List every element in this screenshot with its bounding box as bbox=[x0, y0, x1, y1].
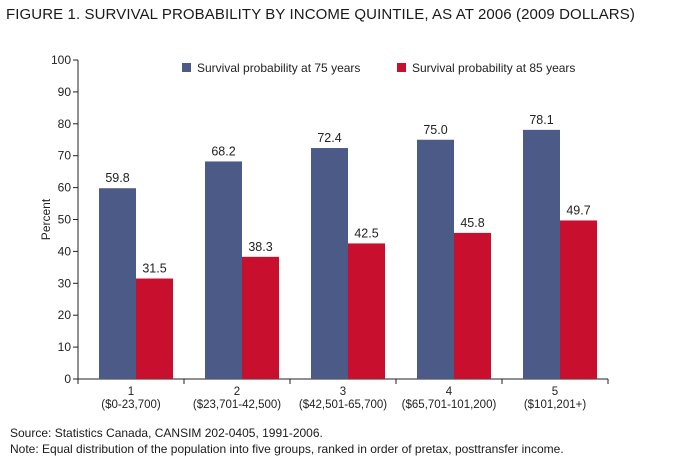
footnote: Note: Equal distribution of the populati… bbox=[10, 442, 564, 456]
bar-75-years bbox=[205, 161, 242, 379]
y-axis-label: Percent bbox=[39, 198, 53, 240]
legend-swatch bbox=[397, 63, 406, 72]
y-tick-label: 70 bbox=[58, 149, 72, 163]
x-tick-sublabel: ($23,701-42,500) bbox=[193, 399, 281, 411]
legend-label: Survival probability at 75 years bbox=[197, 61, 360, 75]
bar-85-years bbox=[136, 278, 173, 379]
data-label: 45.8 bbox=[460, 216, 484, 230]
bar-85-years bbox=[348, 243, 385, 379]
chart-bars: 59.8 68.2 72.4 75.0 78.1 31.5 38.3 42.5 45.8 49.7 bbox=[99, 113, 597, 379]
y-tick-label: 90 bbox=[58, 85, 72, 99]
y-tick-label: 0 bbox=[64, 372, 71, 386]
x-tick-label: 3 bbox=[340, 386, 346, 398]
data-label: 68.2 bbox=[211, 144, 235, 158]
data-label: 38.3 bbox=[248, 240, 272, 254]
legend-label: Survival probability at 85 years bbox=[412, 61, 575, 75]
y-tick-label: 80 bbox=[58, 117, 72, 131]
data-label: 42.5 bbox=[354, 226, 378, 240]
data-label: 78.1 bbox=[529, 113, 553, 127]
x-tick-sublabel: ($42,501-65,700) bbox=[299, 399, 387, 411]
data-label: 59.8 bbox=[105, 171, 129, 185]
y-tick-label: 60 bbox=[58, 181, 72, 195]
bar-85-years bbox=[242, 256, 279, 379]
chart-legend: Survival probability at 75 years Survival… bbox=[182, 61, 575, 75]
data-label: 31.5 bbox=[142, 262, 166, 276]
x-tick-sublabel: ($65,701-101,200) bbox=[402, 399, 497, 411]
data-label: 49.7 bbox=[566, 203, 590, 217]
x-tick-label: 1 bbox=[128, 386, 134, 398]
y-tick-label: 40 bbox=[58, 244, 72, 258]
y-tick-label: 50 bbox=[58, 213, 72, 227]
y-tick-label: 100 bbox=[51, 53, 71, 67]
source-note: Source: Statistics Canada, CANSIM 202-04… bbox=[10, 426, 323, 440]
y-tick-label: 10 bbox=[58, 340, 72, 354]
bar-75-years bbox=[417, 139, 454, 379]
bar-85-years bbox=[454, 232, 491, 379]
x-tick-label: 2 bbox=[234, 386, 240, 398]
x-tick-label: 5 bbox=[552, 386, 558, 398]
x-tick-sublabel: ($101,201+) bbox=[524, 399, 587, 411]
y-tick-label: 20 bbox=[58, 308, 72, 322]
bar-75-years bbox=[523, 129, 560, 379]
x-tick-sublabel: ($0-23,700) bbox=[101, 399, 161, 411]
y-tick-label: 30 bbox=[58, 276, 72, 290]
data-label: 72.4 bbox=[317, 131, 341, 145]
bar-75-years bbox=[99, 188, 136, 379]
data-label: 75.0 bbox=[423, 123, 447, 137]
x-tick-label: 4 bbox=[446, 386, 453, 398]
bar-85-years bbox=[560, 220, 597, 379]
figure-title: FIGURE 1. SURVIVAL PROBABILITY BY INCOME… bbox=[6, 6, 635, 23]
chart-axes: 0 10 20 30 40 50 60 70 80 90 100 Percent 1($0-23,700… bbox=[39, 53, 609, 411]
bar-75-years bbox=[311, 148, 348, 379]
legend-swatch bbox=[182, 63, 191, 72]
